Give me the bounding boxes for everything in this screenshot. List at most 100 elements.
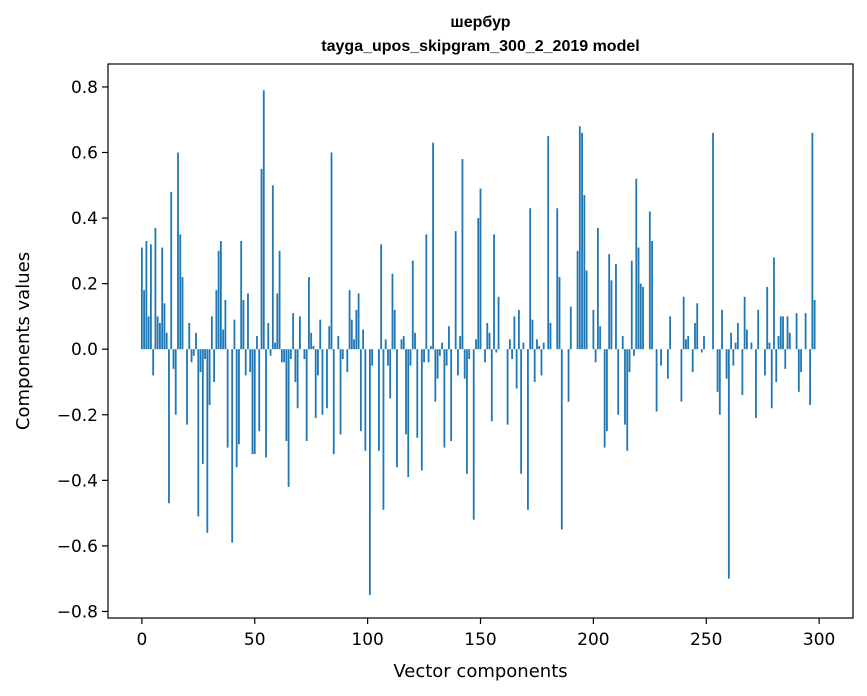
bar-128: [429, 345, 432, 350]
bar-294: [804, 313, 807, 350]
bar-207: [608, 254, 611, 350]
bar-61: [278, 250, 281, 350]
bar-24: [195, 332, 197, 350]
bar-214: [624, 349, 626, 425]
bar-242: [687, 336, 690, 350]
bar-127: [427, 349, 430, 363]
bar-65: [287, 349, 290, 487]
bar-144: [466, 349, 468, 474]
bar-67: [292, 313, 295, 350]
bar-222: [642, 286, 644, 350]
chart-subtitle: tayga_upos_skipgram_300_2_2019 model: [321, 38, 639, 55]
bar-202: [596, 227, 599, 350]
bar-158: [497, 296, 500, 350]
bar-298: [813, 300, 816, 350]
bar-173: [531, 319, 534, 350]
bar-137: [450, 349, 453, 441]
bar-45: [242, 300, 245, 350]
bar-130: [434, 349, 437, 402]
bar-193: [576, 250, 579, 350]
bar-253: [712, 132, 714, 350]
bar-219: [635, 178, 638, 350]
bar-55: [265, 349, 267, 458]
bar-185: [558, 277, 561, 350]
bar-220: [637, 247, 640, 350]
bar-2: [145, 241, 148, 350]
bar-109: [387, 349, 389, 366]
bar-153: [486, 322, 489, 350]
bar-52: [258, 349, 261, 432]
bar-277: [766, 286, 769, 350]
bar-28: [204, 349, 206, 360]
bar-75: [310, 332, 313, 350]
bar-147: [472, 349, 475, 520]
bar-200: [592, 309, 595, 350]
bar-96: [357, 293, 360, 350]
bar-37: [224, 300, 227, 350]
bar-6: [154, 227, 157, 350]
bar-263: [734, 342, 737, 350]
bar-259: [725, 349, 728, 379]
bar-239: [680, 349, 683, 402]
bar-35: [219, 241, 222, 350]
bar-257: [721, 309, 723, 350]
bar-268: [745, 329, 748, 350]
bar-174: [533, 349, 536, 382]
bar-135: [445, 349, 448, 366]
bar-286: [786, 316, 789, 350]
bar-72: [303, 349, 306, 360]
bar-54: [262, 90, 265, 350]
bar-145: [468, 349, 471, 360]
y-tick-label: −0.8: [57, 602, 98, 622]
bar-38: [226, 349, 229, 448]
bar-79: [319, 319, 322, 350]
bar-87: [337, 336, 340, 350]
bar-47: [247, 293, 249, 350]
bar-287: [788, 332, 791, 350]
bar-73: [305, 349, 308, 441]
bar-3: [147, 316, 150, 350]
bar-23: [192, 349, 195, 356]
bar-9: [161, 247, 164, 350]
bar-297: [811, 132, 814, 350]
y-tick-label: 0.2: [71, 275, 98, 295]
bar-1: [143, 290, 146, 350]
bar-218: [633, 349, 635, 356]
chart-title: шербур: [450, 14, 510, 31]
bar-197: [585, 270, 588, 350]
bar-76: [312, 345, 315, 350]
bar-292: [800, 349, 802, 373]
bar-195: [581, 132, 583, 350]
bar-105: [378, 349, 380, 451]
bar-283: [779, 316, 782, 350]
bar-0: [140, 247, 143, 350]
bar-120: [411, 260, 414, 350]
bar-178: [542, 342, 545, 350]
bar-63: [283, 349, 285, 363]
y-axis-label: Components values: [13, 252, 34, 430]
bar-276: [764, 349, 766, 376]
bar-13: [170, 191, 173, 350]
bar-93: [350, 319, 353, 350]
bar-211: [617, 349, 620, 415]
bar-32: [213, 349, 216, 382]
bar-29: [206, 349, 209, 533]
bar-291: [797, 349, 800, 392]
bar-68: [294, 349, 297, 382]
bar-12: [168, 349, 170, 504]
bar-91: [346, 349, 349, 373]
bar-266: [741, 349, 744, 396]
bar-172: [529, 208, 532, 350]
bar-4: [149, 244, 152, 350]
bar-267: [743, 296, 746, 350]
bar-78: [317, 349, 319, 376]
bar-41: [233, 319, 236, 350]
bar-85: [332, 349, 335, 455]
x-axis-ticks: 0 50 100 150 200 250 300: [136, 618, 835, 650]
bar-280: [773, 257, 775, 350]
bar-33: [215, 290, 218, 350]
bar-215: [626, 349, 629, 451]
bar-273: [757, 309, 760, 350]
y-tick-label: −0.4: [57, 471, 98, 491]
bar-245: [694, 322, 696, 350]
